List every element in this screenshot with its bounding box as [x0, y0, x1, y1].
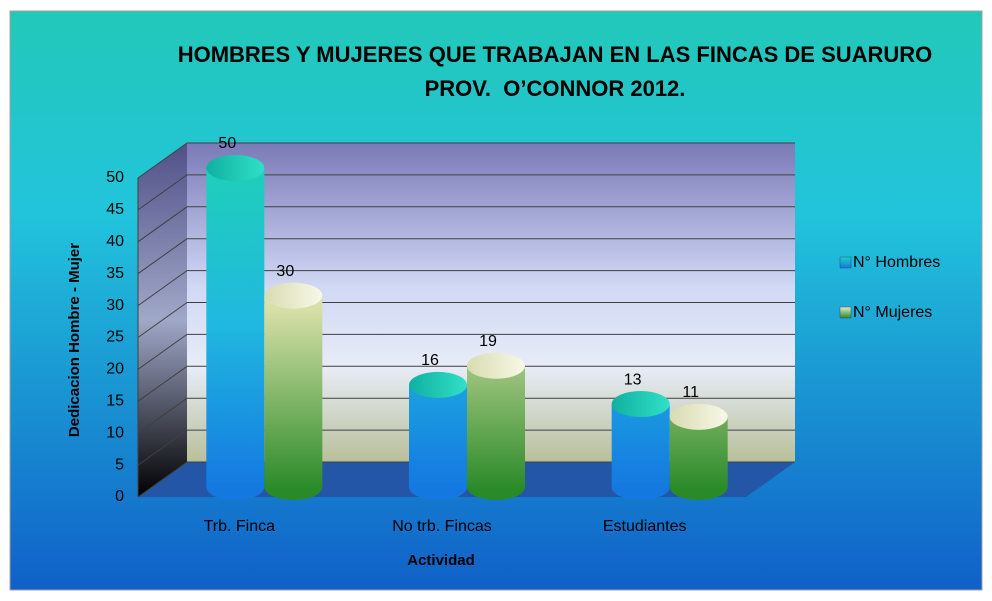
legend-label: N° Mujeres [853, 304, 932, 321]
y-tick-label: 0 [115, 488, 124, 505]
bar [264, 295, 323, 501]
y-tick-label: 5 [115, 456, 124, 473]
x-tick-label: Trb. Finca [204, 518, 276, 535]
value-label: 11 [682, 384, 699, 401]
x-axis-title: Actividad [407, 552, 475, 569]
value-label: 13 [624, 371, 642, 388]
y-tick-label: 35 [106, 265, 124, 282]
bar [467, 365, 525, 500]
legend-label: N° Hombres [853, 254, 940, 271]
x-tick-label: Estudiantes [603, 518, 687, 535]
bar-top [206, 155, 265, 181]
bar-top [611, 391, 670, 418]
grid-line-side [137, 302, 188, 338]
grid-line-side [137, 270, 188, 307]
grid-line-side [137, 333, 188, 370]
y-tick-label: 25 [106, 329, 124, 346]
y-tick-label: 20 [106, 361, 124, 378]
grid-line-side [137, 397, 188, 434]
bar [669, 416, 728, 501]
bar [409, 384, 467, 500]
y-tick-label: 15 [106, 393, 124, 410]
bar-top [669, 403, 728, 430]
legend-swatch [839, 306, 852, 319]
y-tick-label: 30 [106, 297, 124, 314]
y-axis-title: Dedicacion Hombre - Mujer [66, 243, 83, 437]
x-tick-label: No trb. Fincas [392, 518, 492, 535]
value-label: 19 [479, 333, 497, 350]
value-label: 16 [421, 352, 439, 369]
grid-line-side [137, 429, 188, 466]
chart-title: HOMBRES Y MUJERES QUE TRABAJAN EN LAS FI… [177, 42, 939, 101]
y-tick-label: 45 [106, 201, 124, 218]
bar [611, 404, 670, 501]
value-label: 30 [276, 263, 294, 280]
grid-line-side [137, 238, 188, 275]
y-tick-label: 50 [106, 169, 124, 186]
bar-top [409, 371, 467, 398]
grid-line-side [137, 461, 188, 498]
y-tick-label: 40 [106, 233, 124, 250]
value-label: 50 [218, 135, 236, 152]
bar-top [467, 352, 525, 379]
grid-line-side [137, 365, 188, 402]
legend-swatch [839, 256, 852, 269]
grid-line-side [137, 142, 188, 179]
y-tick-label: 10 [106, 424, 124, 441]
bar-top [264, 282, 323, 309]
grid-line-side [137, 174, 188, 211]
grid-line-side [137, 206, 188, 243]
bar [206, 168, 265, 500]
